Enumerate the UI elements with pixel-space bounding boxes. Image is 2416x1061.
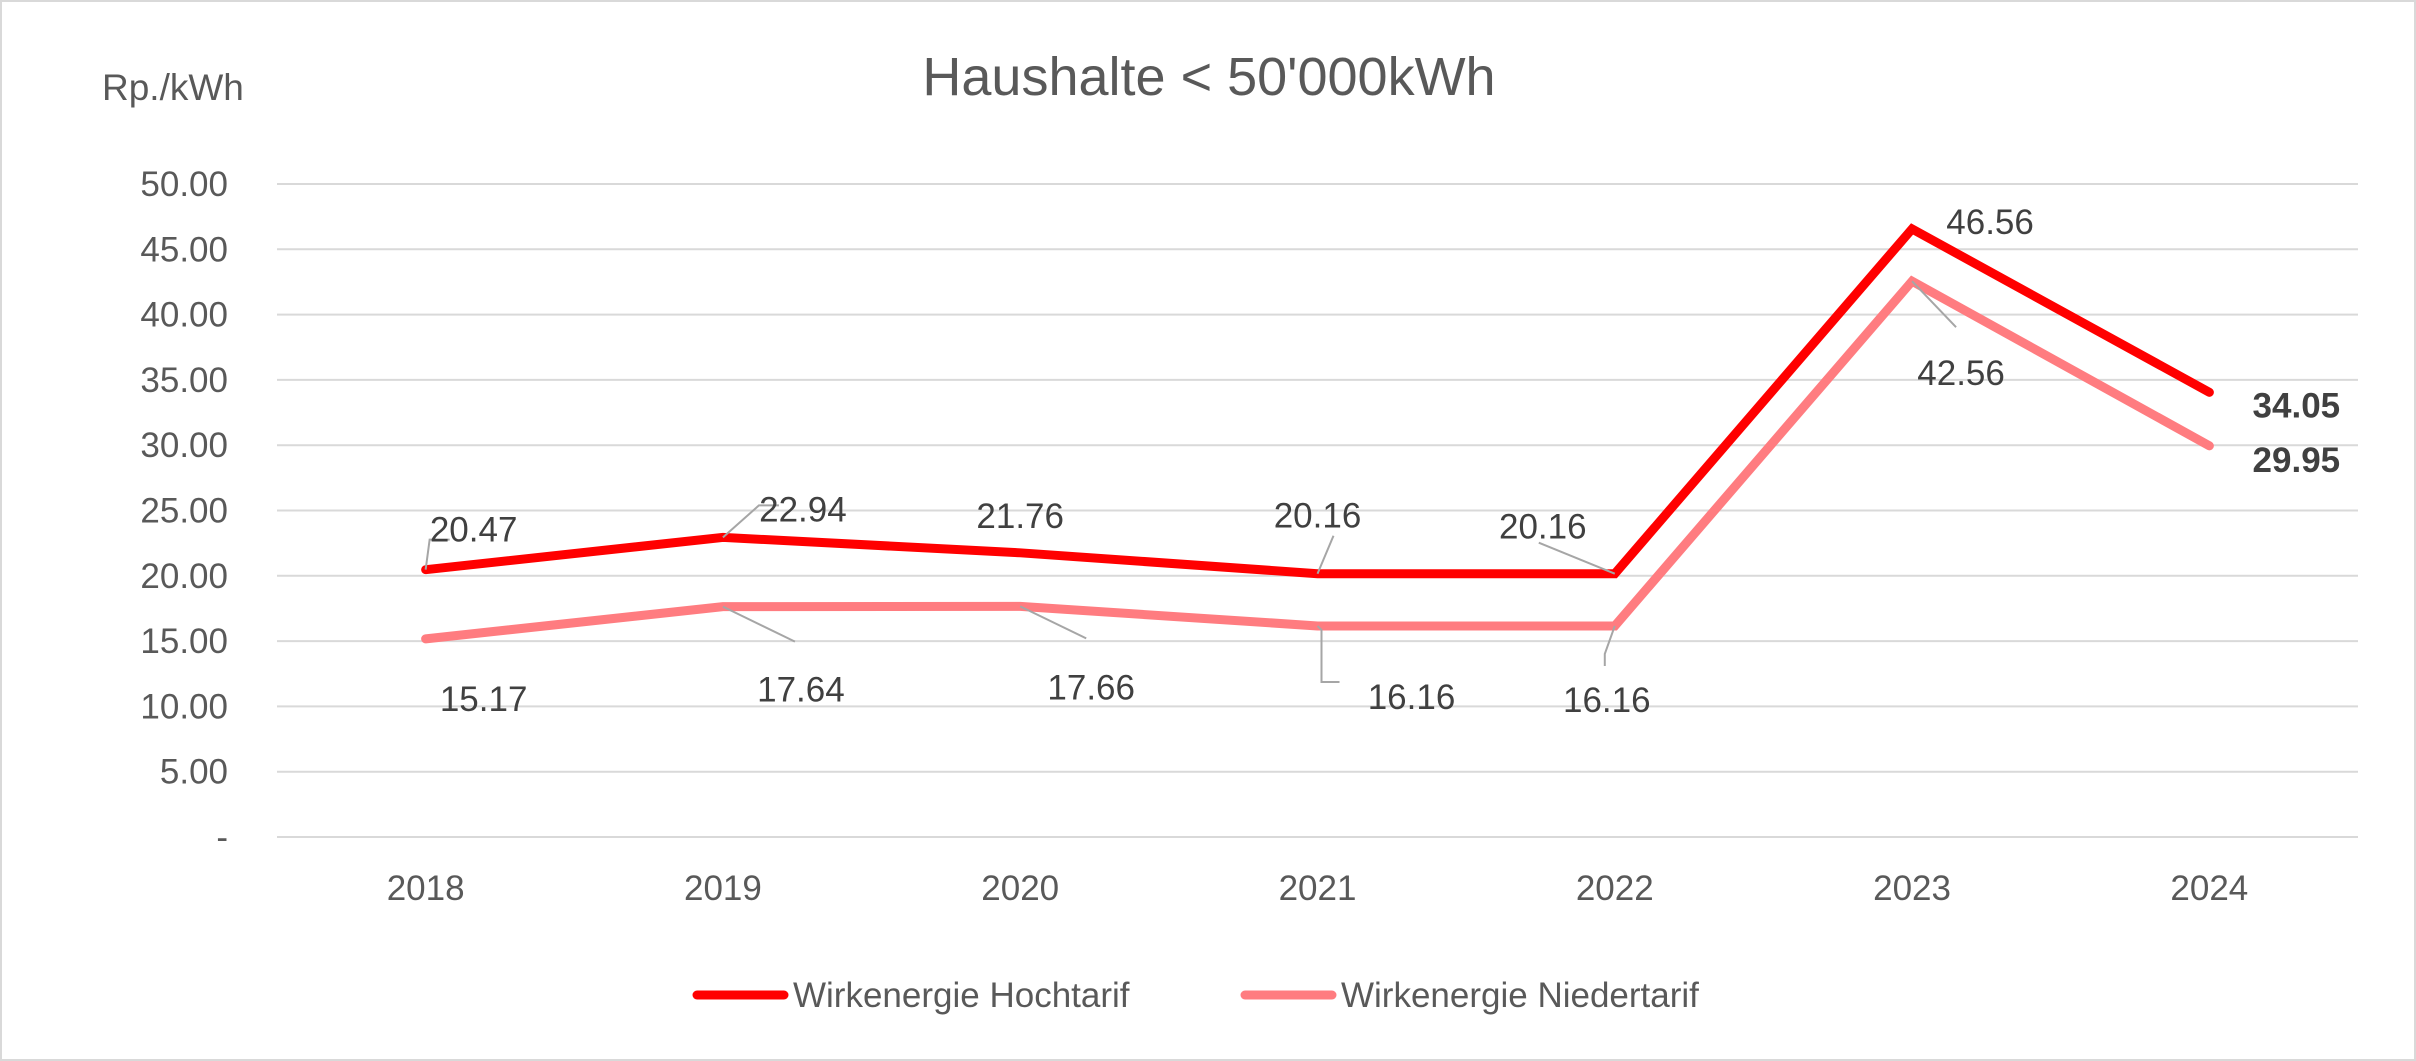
axes: - 5.00 10.00 15.00 20.00 25.00 30.00 35.00 40.00… <box>140 165 2248 908</box>
data-label-leader <box>424 538 450 570</box>
y-tick-label: 30.00 <box>140 426 228 465</box>
data-label: 20.16 <box>1499 508 1587 547</box>
data-label: 16.16 <box>1563 681 1651 720</box>
data-label: 34.05 <box>2253 386 2341 425</box>
x-tick-label: 2019 <box>684 869 762 908</box>
data-label-leader <box>1019 605 1087 640</box>
y-tick-label: 5.00 <box>160 753 228 792</box>
data-label: 20.47 <box>430 511 518 550</box>
data-label-leader <box>1316 625 1340 683</box>
y-tick-label: 10.00 <box>140 687 228 726</box>
y-axis-unit-label: Rp./kWh <box>102 67 244 108</box>
legend-label-2: Wirkenergie Niedertarif <box>1341 976 1699 1015</box>
x-tick-label: 2018 <box>387 869 465 908</box>
data-label-leader <box>722 504 779 539</box>
y-tick-label: 50.00 <box>140 165 228 204</box>
legend: Wirkenergie Hochtarif Wirkenergie Niedert… <box>692 976 1699 1015</box>
x-tick-label: 2021 <box>1279 869 1357 908</box>
data-label: 15.17 <box>440 680 528 719</box>
data-label: 21.76 <box>976 497 1064 536</box>
x-tick-label: 2023 <box>1873 869 1951 908</box>
data-label: 20.16 <box>1274 497 1362 536</box>
y-tick-label: 35.00 <box>140 361 228 400</box>
data-label: 22.94 <box>759 490 847 529</box>
data-label: 17.66 <box>1047 668 1135 707</box>
y-tick-label: 15.00 <box>140 622 228 661</box>
y-tick-label: 25.00 <box>140 492 228 531</box>
data-label: 46.56 <box>1946 203 2034 242</box>
data-labels: 20.47 22.94 21.76 20.16 20.16 46.56 34.05 15.17… <box>430 203 2340 720</box>
data-label-leader <box>1538 541 1616 575</box>
x-tick-label: 2020 <box>981 869 1059 908</box>
y-tick-label: - <box>216 818 228 857</box>
data-label: 29.95 <box>2253 441 2341 480</box>
y-tick-label: 20.00 <box>140 557 228 596</box>
legend-label-1: Wirkenergie Hochtarif <box>793 976 1130 1015</box>
series-lines <box>421 223 2214 644</box>
data-label-leader <box>1603 625 1616 666</box>
data-label-leader <box>722 605 796 643</box>
data-label: 17.64 <box>757 671 845 710</box>
data-label: 42.56 <box>1917 354 2005 393</box>
y-tick-label: 45.00 <box>140 230 228 269</box>
data-label-leader <box>1316 535 1335 575</box>
data-label: 16.16 <box>1368 678 1456 717</box>
label-leader-lines <box>424 280 1957 683</box>
chart-title: Haushalte < 50'000kWh <box>922 47 1495 107</box>
x-tick-label: 2024 <box>2170 869 2248 908</box>
x-tick-label: 2022 <box>1576 869 1654 908</box>
y-tick-label: 40.00 <box>140 296 228 335</box>
data-label-leader <box>1911 280 1957 328</box>
series-line-2 <box>421 275 2214 644</box>
